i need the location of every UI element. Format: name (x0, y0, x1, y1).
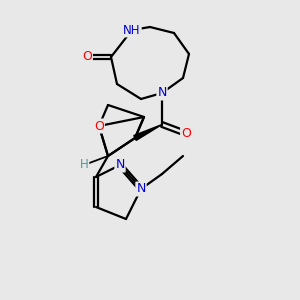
Text: H: H (80, 158, 88, 172)
Text: O: O (181, 127, 191, 140)
Text: NH: NH (123, 23, 141, 37)
Text: N: N (157, 86, 167, 100)
Text: N: N (115, 158, 125, 172)
Text: O: O (82, 50, 92, 64)
Text: O: O (94, 119, 104, 133)
Polygon shape (134, 124, 162, 140)
Text: N: N (136, 182, 146, 196)
